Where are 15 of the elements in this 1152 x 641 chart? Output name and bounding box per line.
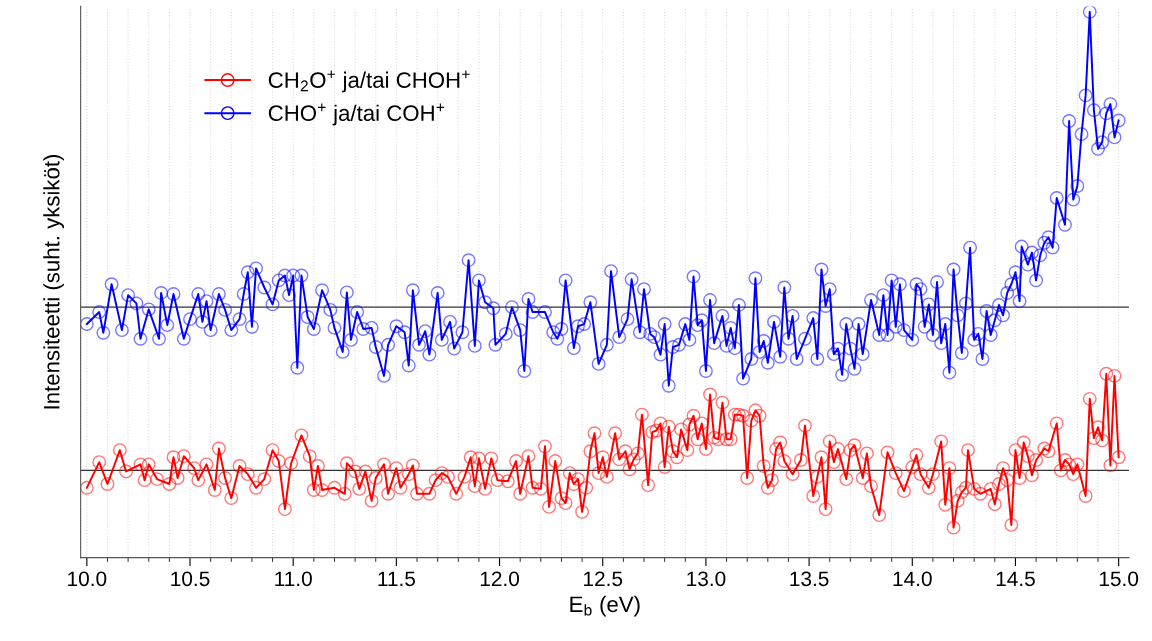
x-tick-label: 12.5 (584, 571, 623, 587)
legend-label: CH$_{2}$O$^{+}$ ja/tai CHOH$^{+}$ (268, 70, 470, 93)
y-axis-title: Intensiteetti (suht. yksiköt) (43, 154, 64, 409)
x-tick-label: 15.0 (1099, 571, 1139, 587)
legend-label: CHO$^{+}$ ja/tai COH$^{+}$ (268, 103, 445, 126)
x-tick-label: 13.5 (790, 571, 829, 587)
x-tick-label: 11.5 (378, 571, 416, 587)
x-tick-label: 14.5 (996, 571, 1035, 587)
x-tick-label: 13.0 (687, 571, 726, 587)
x-tick-label: 10.0 (68, 571, 107, 587)
x-tick-label: 11.0 (275, 571, 312, 587)
x-tick-label: 14.0 (893, 571, 932, 587)
x-axis-title: E$_{b}$ (eV) (570, 595, 640, 617)
x-tick-label: 10.5 (171, 571, 210, 587)
x-tick-label: 12.0 (480, 571, 520, 587)
